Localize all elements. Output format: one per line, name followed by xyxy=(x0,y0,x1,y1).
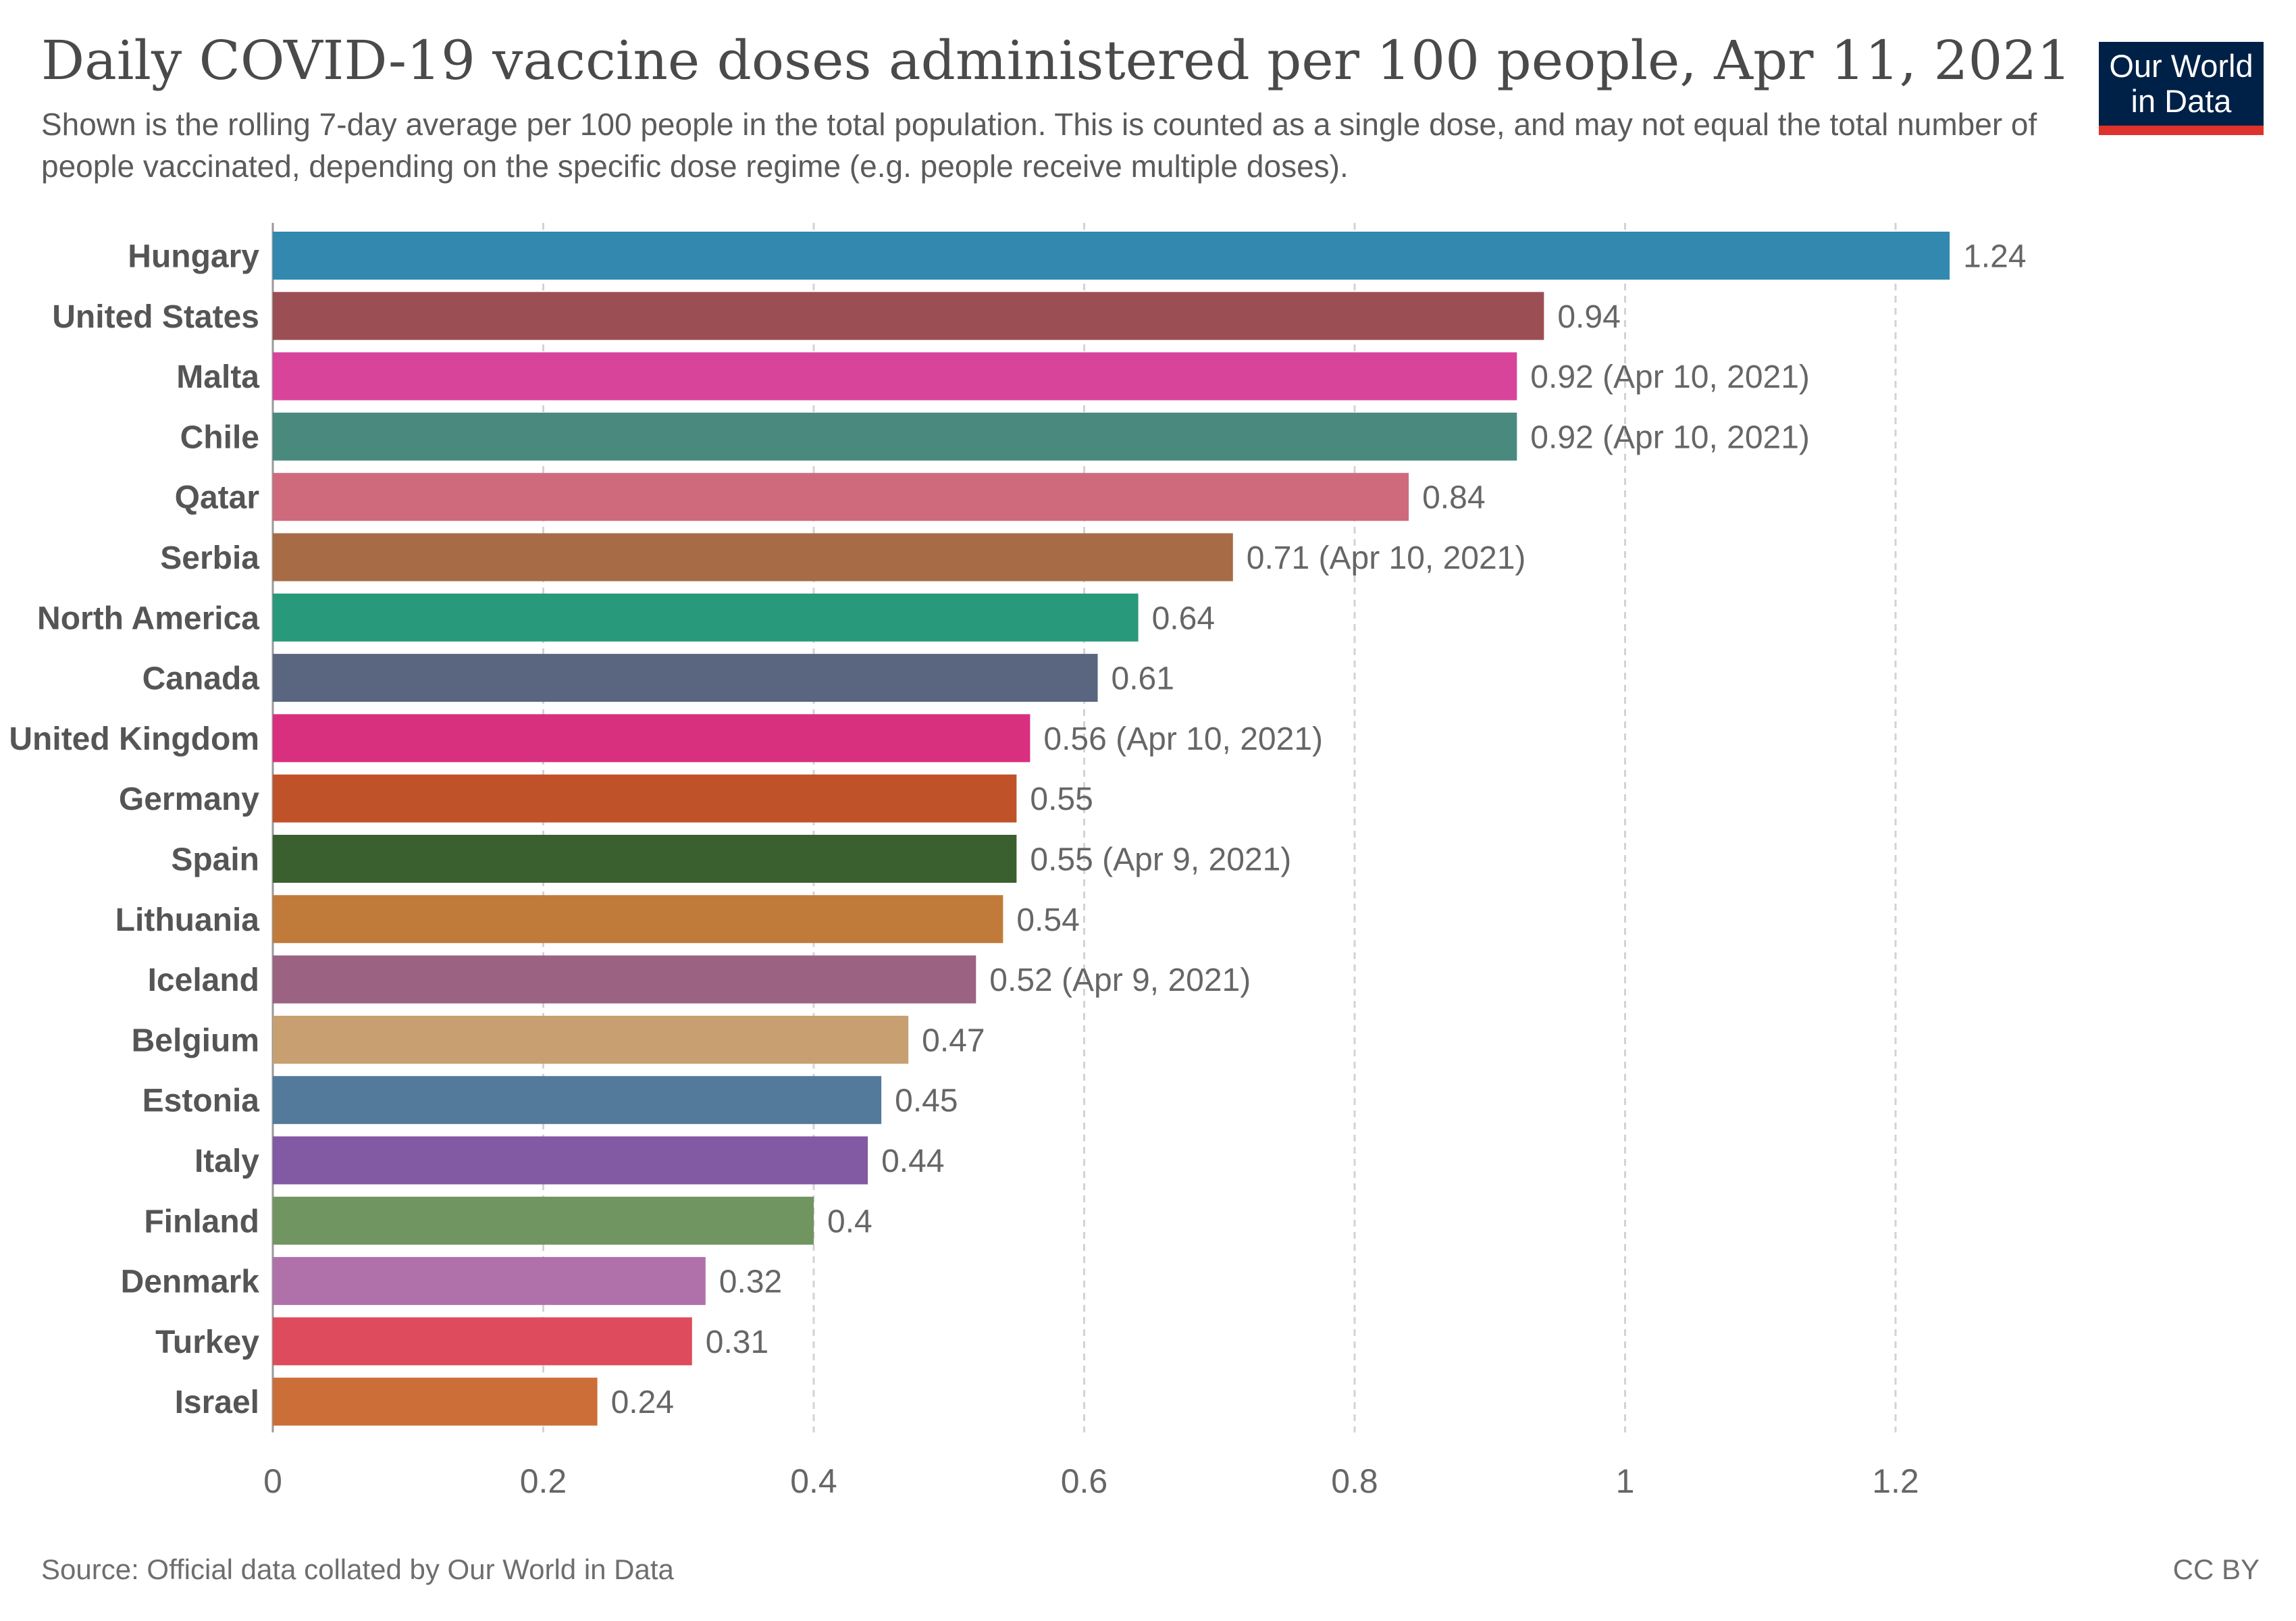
bars xyxy=(273,232,1950,1426)
category-label: Serbia xyxy=(160,540,259,576)
value-label: 0.92 (Apr 10, 2021) xyxy=(1530,419,1810,455)
category-label: Qatar xyxy=(175,480,259,516)
owid-logo[interactable]: Our World in Data xyxy=(2099,42,2264,135)
bar-serbia[interactable] xyxy=(273,533,1233,582)
value-label: 0.55 xyxy=(1030,781,1093,817)
logo-line-2: in Data xyxy=(2131,83,2232,119)
category-label: Lithuania xyxy=(115,902,260,938)
category-label: Iceland xyxy=(148,962,259,998)
bar-italy[interactable] xyxy=(273,1136,868,1185)
x-tick-label: 1.2 xyxy=(1872,1462,1919,1500)
bar-united-kingdom[interactable] xyxy=(273,714,1030,763)
bar-canada[interactable] xyxy=(273,654,1098,702)
value-label: 0.71 (Apr 10, 2021) xyxy=(1247,540,1526,576)
value-label: 0.55 (Apr 9, 2021) xyxy=(1030,842,1291,878)
category-label: United States xyxy=(52,299,259,335)
bar-germany[interactable] xyxy=(273,774,1017,823)
gridlines xyxy=(271,223,1897,1433)
bar-spain[interactable] xyxy=(273,835,1017,883)
category-label: Turkey xyxy=(155,1324,259,1360)
chart-subtitle: Shown is the rolling 7-day average per 1… xyxy=(41,107,2037,184)
value-label: 0.84 xyxy=(1422,480,1485,516)
logo-line-1: Our World xyxy=(2109,48,2253,84)
category-label: Chile xyxy=(180,419,259,455)
bar-chile[interactable] xyxy=(273,412,1517,461)
bar-hungary[interactable] xyxy=(273,232,1950,280)
bar-turkey[interactable] xyxy=(273,1317,692,1366)
bar-united-states[interactable] xyxy=(273,292,1544,340)
category-label: Canada xyxy=(142,661,260,697)
value-label: 0.64 xyxy=(1152,600,1215,636)
category-label: United Kingdom xyxy=(9,721,259,757)
source-note[interactable]: Source: Official data collated by Our Wo… xyxy=(41,1553,674,1585)
category-labels: Hungary United States Malta Chile Qatar Serbi… xyxy=(9,239,259,1421)
x-tick-label: 1 xyxy=(1616,1462,1635,1500)
license-note[interactable]: CC BY xyxy=(2172,1553,2260,1585)
value-label: 0.45 xyxy=(895,1083,958,1119)
x-tick-label: 0.4 xyxy=(790,1462,837,1500)
value-label: 0.47 xyxy=(922,1023,985,1058)
category-label: North America xyxy=(37,600,259,636)
value-labels: 1.24 0.94 0.92 (Apr 10, 2021) 0.92 (Apr 10,… xyxy=(611,239,2027,1421)
value-label: 1.24 xyxy=(1963,239,2026,275)
value-label: 0.24 xyxy=(611,1385,674,1420)
x-tick-label: 0.2 xyxy=(520,1462,567,1500)
category-label: Denmark xyxy=(121,1264,260,1300)
value-label: 0.61 xyxy=(1112,661,1174,697)
category-label: Finland xyxy=(144,1204,259,1239)
x-tick-label: 0.8 xyxy=(1331,1462,1378,1500)
x-tick-label: 0.6 xyxy=(1061,1462,1108,1500)
category-label: Spain xyxy=(171,842,259,878)
category-label: Italy xyxy=(194,1143,259,1179)
value-label: 0.32 xyxy=(719,1264,782,1300)
value-label: 0.92 (Apr 10, 2021) xyxy=(1530,359,1810,395)
category-label: Germany xyxy=(119,781,259,817)
value-label: 0.44 xyxy=(881,1143,944,1179)
bar-chart: Hungary United States Malta Chile Qatar Serbi… xyxy=(9,223,2027,1500)
x-axis-ticks: 0 0.2 0.4 0.6 0.8 1 1.2 xyxy=(263,1462,1919,1500)
category-label: Hungary xyxy=(128,239,259,275)
value-label: 0.52 (Apr 9, 2021) xyxy=(989,962,1251,998)
bar-lithuania[interactable] xyxy=(273,895,1003,944)
bar-iceland[interactable] xyxy=(273,955,976,1004)
chart-title: Daily COVID-19 vaccine doses administere… xyxy=(41,29,2072,92)
x-tick-label: 0 xyxy=(263,1462,282,1500)
category-label: Malta xyxy=(176,359,259,395)
bar-belgium[interactable] xyxy=(273,1015,909,1064)
value-label: 0.94 xyxy=(1557,299,1620,335)
bar-finland[interactable] xyxy=(273,1196,814,1245)
bar-qatar[interactable] xyxy=(273,473,1409,521)
bar-north-america[interactable] xyxy=(273,593,1139,642)
value-label: 0.31 xyxy=(706,1324,768,1360)
category-label: Belgium xyxy=(132,1023,259,1058)
value-label: 0.4 xyxy=(827,1204,872,1239)
bar-denmark[interactable] xyxy=(273,1257,706,1306)
bar-malta[interactable] xyxy=(273,352,1517,401)
bar-israel[interactable] xyxy=(273,1377,598,1426)
category-label: Israel xyxy=(175,1385,259,1420)
bar-estonia[interactable] xyxy=(273,1076,882,1125)
value-label: 0.54 xyxy=(1016,902,1079,938)
value-label: 0.56 (Apr 10, 2021) xyxy=(1043,721,1323,757)
category-label: Estonia xyxy=(142,1083,260,1119)
